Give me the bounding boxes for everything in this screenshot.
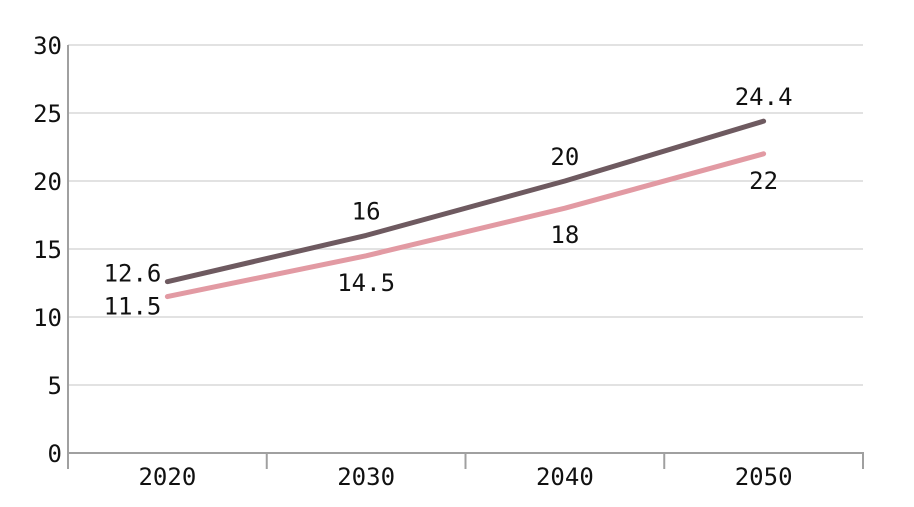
x-tick-label: 2030 bbox=[337, 463, 395, 491]
data-label: 12.6 bbox=[104, 260, 162, 288]
x-tick-label: 2040 bbox=[536, 463, 594, 491]
data-label: 20 bbox=[550, 143, 579, 171]
series-line-2 bbox=[164, 151, 767, 300]
y-tick-label: 20 bbox=[33, 168, 62, 196]
data-label: 11.5 bbox=[104, 293, 162, 321]
data-label: 22 bbox=[749, 167, 778, 195]
y-tick-label: 30 bbox=[33, 32, 62, 60]
data-label: 16 bbox=[352, 197, 381, 225]
series-line-1 bbox=[164, 118, 767, 285]
data-label: 18 bbox=[550, 221, 579, 249]
y-tick-label: 5 bbox=[48, 372, 62, 400]
y-tick-label: 25 bbox=[33, 100, 62, 128]
x-tick-label: 2050 bbox=[735, 463, 793, 491]
x-tick-label: 2020 bbox=[138, 463, 196, 491]
y-tick-label: 15 bbox=[33, 236, 62, 264]
y-tick-label: 10 bbox=[33, 304, 62, 332]
y-tick-label: 0 bbox=[48, 440, 62, 468]
data-label: 24.4 bbox=[735, 83, 793, 111]
data-label: 14.5 bbox=[337, 269, 395, 297]
